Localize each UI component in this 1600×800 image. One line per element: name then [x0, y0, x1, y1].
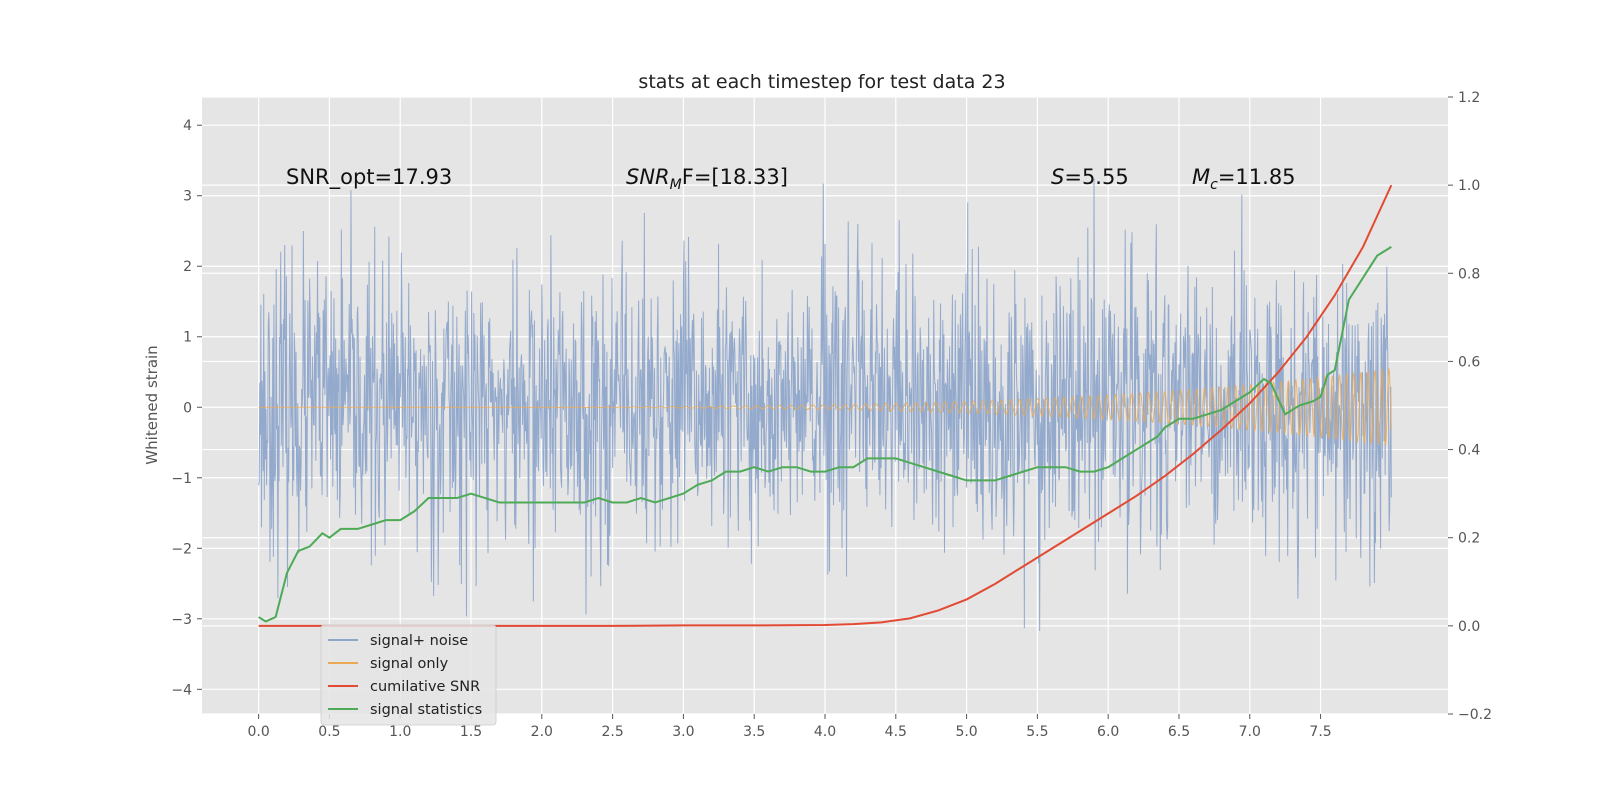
y-axis-label: Whitened strain — [143, 345, 161, 464]
signal-noise-line — [258, 178, 1392, 631]
series-signal-statistics — [258, 245, 1392, 623]
y-tick-label: −2 — [171, 541, 192, 557]
x-tick-label: 2.0 — [531, 724, 553, 740]
x-tick-label: 7.5 — [1309, 724, 1331, 740]
x-tick-label: 3.5 — [743, 724, 765, 740]
annotation-s: S=5.55 — [1051, 165, 1129, 189]
x-tick-label: 5.5 — [1026, 724, 1048, 740]
legend-label-signal-statistics: signal statistics — [370, 702, 482, 718]
legend-label-cumilative-snr: cumilative SNR — [370, 679, 480, 695]
signal-statistics-line — [258, 245, 1392, 623]
x-tick-label: 1.5 — [460, 724, 482, 740]
y-axis-ticks: −4 −3 −2 −1 0 1 2 3 4 — [171, 118, 202, 698]
y2-tick-label: 0.0 — [1458, 619, 1480, 635]
y-tick-label: 3 — [183, 189, 192, 205]
y-tick-label: −1 — [171, 471, 192, 487]
x-tick-label: 5.0 — [955, 724, 977, 740]
y-tick-label: −3 — [171, 612, 192, 628]
x-tick-label: 6.0 — [1097, 724, 1119, 740]
chart-title: stats at each timestep for test data 23 — [638, 71, 1005, 93]
series-signal-only — [258, 367, 1392, 446]
x-tick-label: 6.5 — [1168, 724, 1190, 740]
annotation-snr-mf: SNRMF=[18.33] — [626, 165, 788, 193]
y-tick-label: 4 — [183, 118, 192, 134]
x-tick-label: 0.5 — [318, 724, 340, 740]
y2-tick-label: 0.8 — [1458, 266, 1480, 282]
legend-label-signal-only: signal only — [370, 656, 449, 672]
y2-tick-label: 0.6 — [1458, 354, 1480, 370]
y-tick-label: 1 — [183, 330, 192, 346]
x-tick-label: 4.0 — [814, 724, 836, 740]
legend-label-signal-noise: signal+ noise — [370, 633, 468, 649]
legend-box — [320, 624, 497, 726]
y2-tick-label: 1.2 — [1458, 90, 1480, 106]
y-tick-label: 2 — [183, 259, 192, 275]
annotation-mc-main: M — [1192, 165, 1210, 189]
series-cumilative-snr — [258, 184, 1393, 627]
x-tick-label: 4.5 — [885, 724, 907, 740]
signal-only-line — [258, 367, 1392, 446]
y2-tick-label: −0.2 — [1458, 707, 1492, 723]
x-tick-label: 2.5 — [601, 724, 623, 740]
annotation-snr-mf-main: SNR — [626, 165, 670, 189]
annotation-mc: Mc=11.85 — [1192, 165, 1296, 193]
plot-series — [258, 178, 1393, 631]
x-tick-label: 1.0 — [389, 724, 411, 740]
legend: signal+ noise signal only cumilative SNR… — [320, 624, 497, 726]
x-tick-label: 3.0 — [672, 724, 694, 740]
annotation-s-tail: =5.55 — [1064, 165, 1128, 189]
y2-tick-label: 0.2 — [1458, 531, 1480, 547]
annotation-mc-tail: =11.85 — [1218, 165, 1296, 189]
series-signal-noise — [258, 178, 1392, 631]
annotation-snr-mf-tail: F=[18.33] — [682, 165, 788, 189]
x-tick-label: 0.0 — [248, 724, 270, 740]
annotation-mc-sub: c — [1210, 177, 1218, 193]
y-tick-label: −4 — [171, 682, 192, 698]
x-axis-ticks: 0.0 0.5 1.0 1.5 2.0 2.5 3.0 3.5 4.0 4.5 5.0 5.5 6.0 6… — [248, 714, 1332, 740]
y2-tick-label: 1.0 — [1458, 178, 1480, 194]
y-tick-label: 0 — [183, 400, 192, 416]
annotation-snr-mf-sub: M — [670, 177, 682, 193]
annotation-snr-opt: SNR_opt=17.93 — [286, 165, 452, 190]
y2-axis-ticks: −0.2 0.0 0.2 0.4 0.6 0.8 1.0 1.2 — [1448, 90, 1492, 723]
annotation-s-main: S — [1051, 165, 1064, 189]
x-tick-label: 7.0 — [1239, 724, 1261, 740]
y2-tick-label: 0.4 — [1458, 443, 1480, 459]
cumilative-snr-line — [258, 184, 1393, 627]
